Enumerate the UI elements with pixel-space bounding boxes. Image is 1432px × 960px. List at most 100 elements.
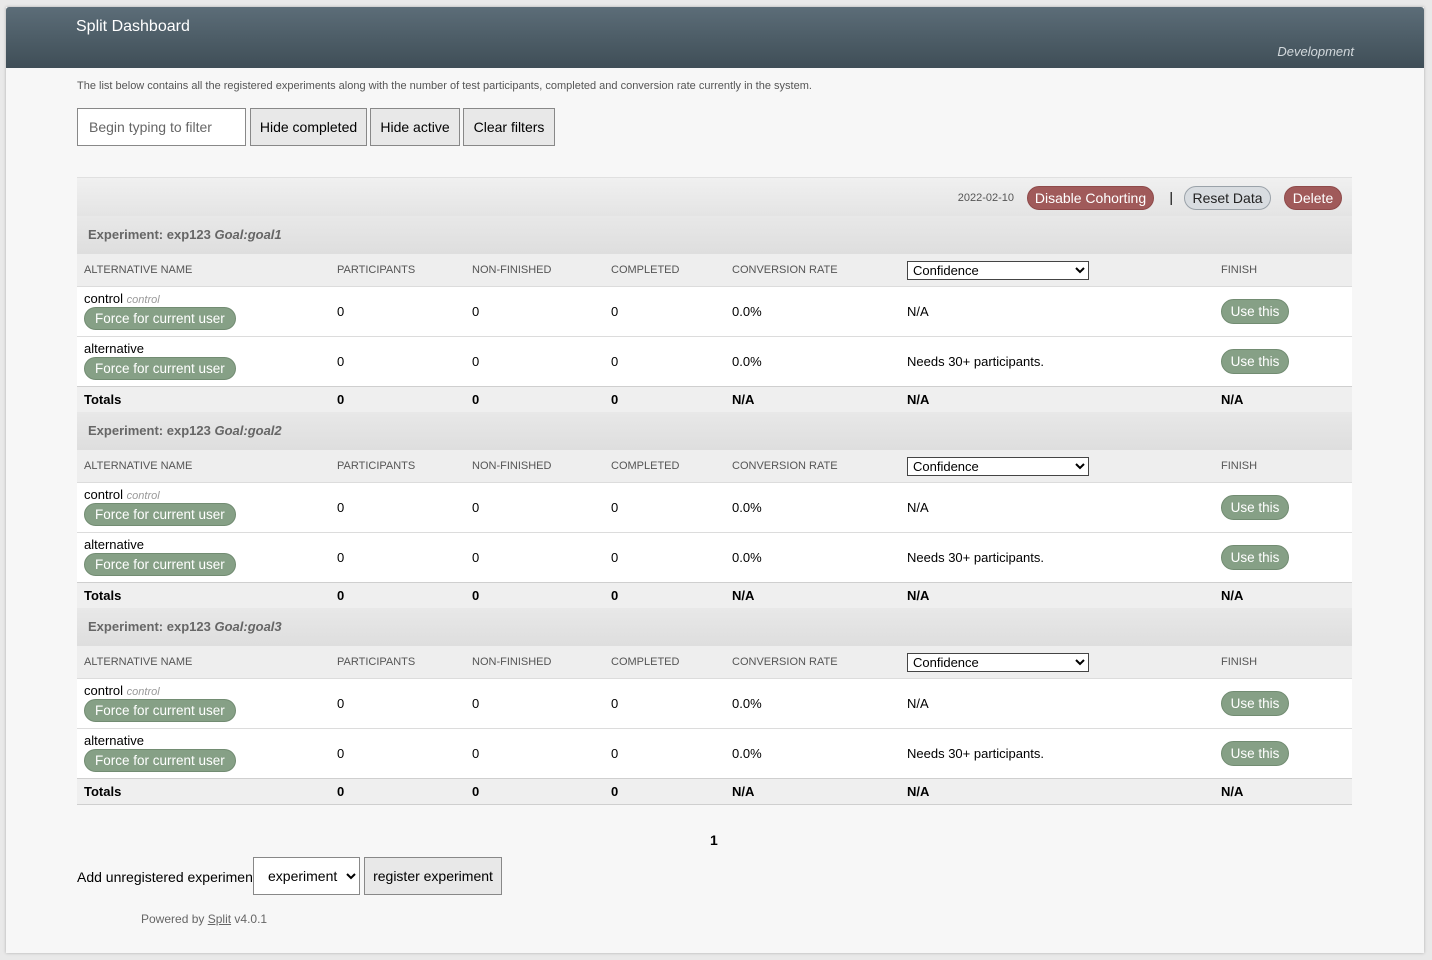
intro-text: The list below contains all the register…: [77, 80, 812, 92]
alternative-name: alternative: [84, 537, 144, 552]
confidence-cell: Needs 30+ participants.: [900, 336, 1214, 387]
table-row: control control Force for current user 0 …: [77, 678, 1352, 729]
conversion-rate-cell: 0.0%: [725, 728, 900, 779]
force-for-current-user-button[interactable]: Force for current user: [84, 553, 236, 576]
delete-button[interactable]: Delete: [1284, 186, 1342, 210]
non-finished-cell: 0: [465, 286, 604, 337]
use-this-button[interactable]: Use this: [1221, 349, 1289, 374]
use-this-button[interactable]: Use this: [1221, 545, 1289, 570]
totals-label: Totals: [77, 386, 330, 412]
hide-completed-button[interactable]: Hide completed: [250, 108, 367, 146]
participants-cell: 0: [330, 286, 465, 337]
register-experiment-button[interactable]: register experiment: [364, 857, 502, 895]
col-finish: FINISH: [1214, 450, 1352, 483]
completed-cell: 0: [604, 286, 725, 337]
col-conversion-rate: CONVERSION RATE: [725, 450, 900, 483]
split-link[interactable]: Split: [207, 912, 232, 926]
col-completed: COMPLETED: [604, 450, 725, 483]
disable-cohorting-button[interactable]: Disable Cohorting: [1027, 186, 1154, 210]
experiment-title: Experiment: exp123 Goal:goal3: [77, 608, 1352, 646]
totals-completed: 0: [604, 778, 725, 804]
col-alternative-name: ALTERNATIVE NAME: [77, 254, 330, 287]
alternative-name: alternative: [84, 341, 144, 356]
conversion-rate-cell: 0.0%: [725, 532, 900, 583]
clear-filters-button[interactable]: Clear filters: [463, 108, 555, 146]
pagination-current-page[interactable]: 1: [710, 832, 718, 848]
totals-non-finished: 0: [465, 778, 604, 804]
totals-completed: 0: [604, 582, 725, 608]
control-tag: control: [126, 686, 160, 698]
footer: Powered by Split v4.0.1: [141, 912, 267, 926]
experiment-name: Experiment: exp123: [88, 619, 211, 634]
non-finished-cell: 0: [465, 482, 604, 533]
completed-cell: 0: [604, 678, 725, 729]
totals-confidence: N/A: [900, 778, 1214, 804]
conversion-rate-cell: 0.0%: [725, 336, 900, 387]
use-this-button[interactable]: Use this: [1221, 299, 1289, 324]
confidence-cell: Needs 30+ participants.: [900, 532, 1214, 583]
conversion-rate-cell: 0.0%: [725, 678, 900, 729]
use-this-button[interactable]: Use this: [1221, 741, 1289, 766]
col-non-finished: NON-FINISHED: [465, 646, 604, 679]
use-this-button[interactable]: Use this: [1221, 691, 1289, 716]
hide-active-button[interactable]: Hide active: [370, 108, 460, 146]
col-confidence: Confidence: [900, 254, 1214, 287]
experiment-select[interactable]: experiment: [253, 857, 360, 895]
confidence-cell: N/A: [900, 286, 1214, 337]
experiment-name: Experiment: exp123: [88, 227, 211, 242]
app-title: Split Dashboard: [76, 18, 190, 35]
col-conversion-rate: CONVERSION RATE: [725, 646, 900, 679]
col-alternative-name: ALTERNATIVE NAME: [77, 646, 330, 679]
experiment-title: Experiment: exp123 Goal:goal1: [77, 216, 1352, 254]
experiment-section: Experiment: exp123 Goal:goal3 ALTERNATIV…: [77, 608, 1352, 804]
experiment-section: Experiment: exp123 Goal:goal1 ALTERNATIV…: [77, 216, 1352, 412]
experiment-name: Experiment: exp123: [88, 423, 211, 438]
alternative-cell: alternative Force for current user: [77, 728, 330, 779]
force-for-current-user-button[interactable]: Force for current user: [84, 503, 236, 526]
totals-participants: 0: [330, 778, 465, 804]
totals-row: Totals 0 0 0 N/A N/A N/A: [77, 386, 1352, 412]
completed-cell: 0: [604, 336, 725, 387]
confidence-select[interactable]: Confidence: [907, 456, 1089, 476]
alternative-cell: alternative Force for current user: [77, 532, 330, 583]
reset-data-button[interactable]: Reset Data: [1184, 186, 1271, 210]
completed-cell: 0: [604, 728, 725, 779]
confidence-select[interactable]: Confidence: [907, 260, 1089, 280]
totals-conversion: N/A: [725, 386, 900, 412]
confidence-cell: Needs 30+ participants.: [900, 728, 1214, 779]
force-for-current-user-button[interactable]: Force for current user: [84, 357, 236, 380]
experiment-panel-header: 2022-02-10 Disable Cohorting | Reset Dat…: [77, 177, 1352, 216]
col-non-finished: NON-FINISHED: [465, 450, 604, 483]
footer-version: v4.0.1: [234, 912, 268, 926]
totals-label: Totals: [77, 582, 330, 608]
use-this-button[interactable]: Use this: [1221, 495, 1289, 520]
col-completed: COMPLETED: [604, 254, 725, 287]
confidence-select[interactable]: Confidence: [907, 652, 1089, 672]
separator: |: [1169, 189, 1173, 205]
totals-row: Totals 0 0 0 N/A N/A N/A: [77, 778, 1352, 804]
participants-cell: 0: [330, 336, 465, 387]
totals-completed: 0: [604, 386, 725, 412]
experiment-start-date: 2022-02-10: [957, 192, 1014, 204]
participants-cell: 0: [330, 482, 465, 533]
non-finished-cell: 0: [465, 678, 604, 729]
header-bar: Split Dashboard Development: [6, 7, 1424, 68]
filter-input[interactable]: [77, 108, 246, 146]
table-row: alternative Force for current user 0 0 0 …: [77, 532, 1352, 583]
conversion-rate-cell: 0.0%: [725, 482, 900, 533]
force-for-current-user-button[interactable]: Force for current user: [84, 749, 236, 772]
col-participants: PARTICIPANTS: [330, 254, 465, 287]
totals-participants: 0: [330, 386, 465, 412]
experiment-goal: Goal:goal3: [214, 619, 282, 634]
force-for-current-user-button[interactable]: Force for current user: [84, 307, 236, 330]
finish-cell: Use this: [1214, 532, 1352, 583]
experiment-table: ALTERNATIVE NAME PARTICIPANTS NON-FINISH…: [77, 254, 1352, 412]
col-finish: FINISH: [1214, 254, 1352, 287]
experiment-goal: Goal:goal2: [214, 423, 282, 438]
experiment-goal: Goal:goal1: [214, 227, 282, 242]
completed-cell: 0: [604, 482, 725, 533]
totals-participants: 0: [330, 582, 465, 608]
alternative-name: control control: [84, 683, 160, 698]
force-for-current-user-button[interactable]: Force for current user: [84, 699, 236, 722]
non-finished-cell: 0: [465, 532, 604, 583]
